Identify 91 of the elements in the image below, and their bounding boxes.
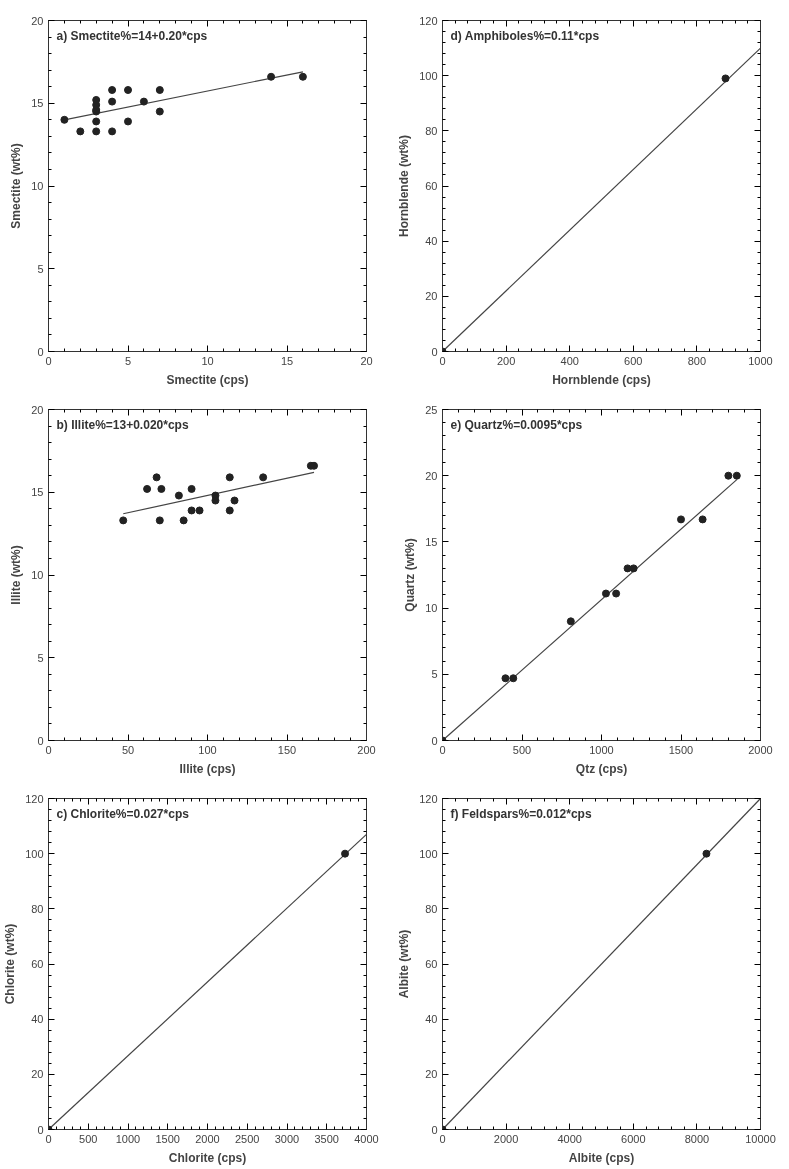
y-tick-label: 5 xyxy=(37,651,44,664)
y-tick-label: 0 xyxy=(37,1123,44,1136)
y-tick-label: 20 xyxy=(31,403,44,416)
y-tick-label: 120 xyxy=(25,792,44,805)
annotation: f) Feldspars%=0.012*cps xyxy=(450,806,592,821)
x-tick-label: 400 xyxy=(560,354,579,367)
y-tick-label: 20 xyxy=(425,1068,438,1081)
x-tick-label: 0 xyxy=(439,743,446,756)
y-tick-label: 15 xyxy=(31,486,44,499)
x-tick-label: 800 xyxy=(687,354,707,367)
y-tick-label: 0 xyxy=(431,1123,438,1136)
y-tick-label: 80 xyxy=(425,902,438,915)
x-axis-title: Chlorite (cps) xyxy=(168,1150,247,1165)
x-axis-title: Smectite (cps) xyxy=(166,372,249,387)
y-tick-label: 0 xyxy=(37,734,44,747)
y-tick-label: 100 xyxy=(419,69,438,82)
x-tick-label: 2500 xyxy=(235,1132,260,1145)
x-tick-label: 5 xyxy=(124,354,132,367)
y-axis-title: Albite (wt%) xyxy=(397,929,412,999)
annotation: b) Illite%=13+0.020*cps xyxy=(56,417,189,432)
y-tick-label: 10 xyxy=(425,602,438,615)
x-tick-label: 4000 xyxy=(354,1132,379,1145)
x-tick-label: 100 xyxy=(198,743,217,756)
y-axis-title: Hornblende (wt%) xyxy=(397,135,412,237)
x-tick-label: 1500 xyxy=(155,1132,180,1145)
y-tick-label: 80 xyxy=(425,124,438,137)
y-tick-label: 20 xyxy=(31,14,44,27)
y-tick-label: 120 xyxy=(419,14,438,27)
x-tick-label: 2000 xyxy=(493,1132,519,1145)
y-tick-label: 10 xyxy=(31,180,44,192)
annotation: d) Amphiboles%=0.11*cps xyxy=(450,28,600,43)
y-tick-label: 120 xyxy=(419,792,438,805)
x-tick-label: 4000 xyxy=(557,1132,582,1145)
y-tick-label: 40 xyxy=(425,1013,438,1026)
y-tick-label: 100 xyxy=(25,847,44,860)
y-tick-label: 5 xyxy=(431,668,438,681)
x-axis-title: Albite (cps) xyxy=(568,1150,635,1165)
x-tick-label: 1500 xyxy=(668,743,694,756)
x-tick-label: 8000 xyxy=(684,1132,710,1145)
x-axis-title: Hornblende (cps) xyxy=(552,372,651,387)
y-tick-label: 80 xyxy=(31,902,44,915)
x-tick-label: 1000 xyxy=(589,743,614,756)
x-tick-label: 500 xyxy=(512,743,532,756)
x-tick-label: 2000 xyxy=(748,743,773,756)
annotation: a) Smectite%=14+0.20*cps xyxy=(56,28,208,43)
x-tick-label: 50 xyxy=(121,743,135,756)
x-tick-label: 2000 xyxy=(195,1132,220,1145)
y-tick-label: 40 xyxy=(31,1013,44,1026)
y-axis-title: Quartz (wt%) xyxy=(403,538,418,612)
y-axis-title: Smectite (wt%) xyxy=(9,143,24,229)
x-axis-title: Illite (cps) xyxy=(179,761,236,776)
x-tick-label: 3000 xyxy=(274,1132,300,1145)
y-tick-label: 60 xyxy=(425,180,438,192)
x-tick-label: 0 xyxy=(45,1132,52,1145)
y-tick-label: 10 xyxy=(31,569,44,581)
x-tick-label: 150 xyxy=(277,743,297,756)
y-tick-label: 0 xyxy=(431,345,438,358)
x-tick-label: 200 xyxy=(496,354,516,367)
x-tick-label: 6000 xyxy=(621,1132,646,1145)
x-tick-label: 1000 xyxy=(115,1132,141,1145)
annotation: c) Chlorite%=0.027*cps xyxy=(56,806,190,821)
y-tick-label: 5 xyxy=(37,262,44,275)
x-tick-label: 200 xyxy=(357,743,376,756)
y-tick-label: 20 xyxy=(425,290,438,303)
y-tick-label: 15 xyxy=(31,97,44,110)
y-axis-title: Chlorite (wt%) xyxy=(3,923,18,1005)
x-tick-label: 20 xyxy=(360,354,373,367)
x-tick-label: 0 xyxy=(439,354,446,367)
y-tick-label: 15 xyxy=(425,535,438,548)
y-tick-label: 60 xyxy=(31,958,44,970)
x-tick-label: 0 xyxy=(45,743,52,756)
y-tick-label: 60 xyxy=(425,958,438,970)
x-tick-label: 0 xyxy=(439,1132,446,1145)
y-tick-label: 0 xyxy=(37,345,44,358)
x-axis-title: Qtz (cps) xyxy=(575,761,628,776)
x-tick-label: 10000 xyxy=(745,1132,776,1145)
y-axis-title: Illite (wt%) xyxy=(9,545,24,605)
annotation: e) Quartz%=0.0095*cps xyxy=(450,417,583,432)
y-tick-label: 0 xyxy=(431,734,438,747)
x-tick-label: 0 xyxy=(45,354,52,367)
y-tick-label: 20 xyxy=(425,469,438,482)
y-tick-label: 100 xyxy=(419,847,438,860)
x-tick-label: 600 xyxy=(624,354,643,367)
x-tick-label: 15 xyxy=(280,354,294,367)
x-tick-label: 500 xyxy=(79,1132,98,1145)
y-tick-label: 20 xyxy=(31,1068,44,1081)
x-tick-label: 3500 xyxy=(314,1132,339,1145)
x-tick-label: 1000 xyxy=(748,354,773,367)
x-tick-label: 10 xyxy=(201,354,214,367)
y-tick-label: 40 xyxy=(425,235,438,248)
y-tick-label: 25 xyxy=(425,403,438,416)
